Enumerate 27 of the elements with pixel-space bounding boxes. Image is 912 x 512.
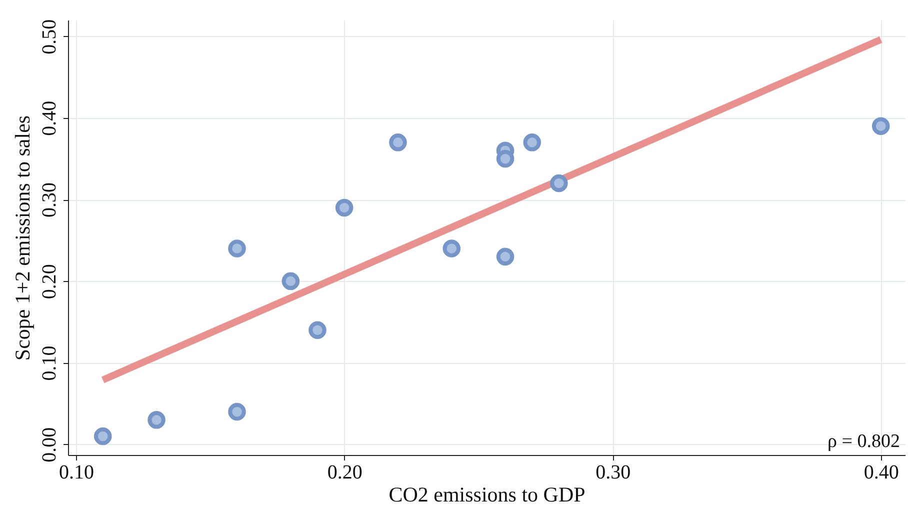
point: [442, 240, 461, 258]
y-axis-title: Scope 1+2 emissions to sales: [10, 115, 34, 361]
point: [335, 198, 354, 217]
point: [550, 174, 568, 192]
y-tick-label: 0.30: [38, 182, 60, 218]
point: [228, 240, 246, 258]
point: [389, 134, 407, 152]
annotation: ρ = 0.802: [828, 431, 900, 452]
x-tick-label: 0.10: [59, 462, 94, 484]
point: [496, 248, 514, 266]
point: [872, 117, 890, 135]
point: [523, 134, 541, 152]
y-tick-label: 0.00: [38, 427, 60, 462]
y-tick-label: 0.20: [38, 264, 60, 300]
point: [148, 411, 166, 429]
point: [94, 427, 112, 446]
point: [308, 321, 326, 340]
x-tick-label: 0.40: [864, 462, 899, 484]
x-tick-label: 0.30: [596, 462, 631, 484]
y-tick-label: 0.40: [38, 100, 60, 136]
point: [496, 150, 514, 168]
point: [228, 402, 246, 421]
point: [282, 272, 300, 290]
x-tick-label: 0.20: [327, 462, 362, 484]
y-tick-label: 0.50: [38, 19, 60, 54]
y-tick-label: 0.10: [38, 346, 60, 381]
x-axis-title: CO2 emissions to GDP: [388, 482, 586, 506]
